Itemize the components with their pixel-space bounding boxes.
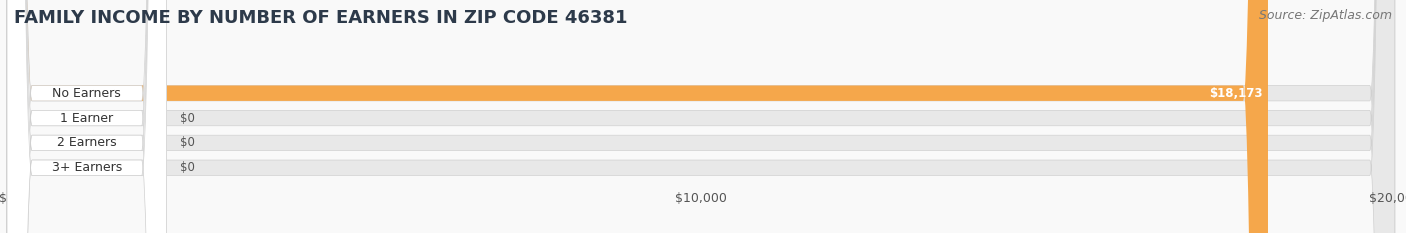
FancyBboxPatch shape (7, 0, 167, 233)
FancyBboxPatch shape (7, 0, 1395, 233)
FancyBboxPatch shape (7, 0, 1395, 233)
Text: Source: ZipAtlas.com: Source: ZipAtlas.com (1258, 9, 1392, 22)
FancyBboxPatch shape (7, 0, 167, 233)
Text: FAMILY INCOME BY NUMBER OF EARNERS IN ZIP CODE 46381: FAMILY INCOME BY NUMBER OF EARNERS IN ZI… (14, 9, 627, 27)
FancyBboxPatch shape (7, 0, 167, 233)
Text: 3+ Earners: 3+ Earners (52, 161, 122, 174)
FancyBboxPatch shape (7, 0, 1268, 233)
FancyBboxPatch shape (7, 0, 167, 233)
FancyBboxPatch shape (7, 0, 1395, 233)
Text: $0: $0 (180, 112, 195, 125)
Text: 1 Earner: 1 Earner (60, 112, 114, 125)
FancyBboxPatch shape (7, 0, 1395, 233)
Text: $0: $0 (180, 161, 195, 174)
Text: 2 Earners: 2 Earners (58, 136, 117, 149)
Text: $18,173: $18,173 (1209, 87, 1263, 100)
Text: $0: $0 (180, 136, 195, 149)
Text: No Earners: No Earners (52, 87, 121, 100)
